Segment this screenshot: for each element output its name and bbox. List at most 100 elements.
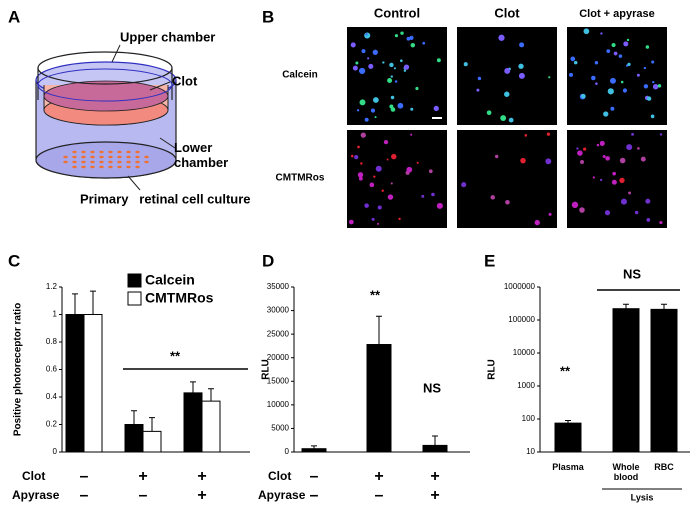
cell-dot (72, 165, 77, 169)
cell (348, 219, 354, 225)
cell (631, 132, 635, 136)
cell (646, 217, 651, 222)
cell (369, 182, 375, 188)
cell (577, 150, 583, 156)
cell (350, 42, 356, 48)
panel-letter: C (8, 251, 20, 270)
panel-letter: D (262, 251, 274, 270)
cell (361, 49, 366, 54)
cell (518, 63, 524, 69)
error-bar (376, 315, 382, 345)
category-box: Plasma (552, 462, 584, 472)
bar (65, 314, 85, 453)
cell (500, 115, 507, 121)
error-bar (72, 293, 78, 315)
cell (364, 117, 369, 122)
cell (612, 171, 617, 176)
bar (83, 314, 103, 453)
cell (394, 80, 398, 83)
bar (301, 448, 327, 453)
panel-letter: A (8, 7, 20, 26)
cell (643, 84, 649, 89)
cell (370, 108, 375, 113)
cell (416, 161, 419, 164)
cell (352, 65, 358, 71)
cell-dot (72, 150, 77, 154)
cell-dot (126, 150, 131, 154)
cell (495, 154, 499, 159)
bar (201, 400, 221, 453)
legend-label: Calcein (145, 272, 195, 288)
cell-dot (117, 165, 122, 169)
row-label: Calcein (282, 70, 318, 81)
cell (622, 88, 628, 93)
cell (645, 198, 651, 204)
annotation: ** (560, 363, 571, 378)
cell (504, 68, 511, 74)
cell (581, 93, 586, 99)
cell (354, 155, 359, 160)
cell (367, 57, 370, 60)
cell (390, 107, 396, 112)
error-bar (661, 303, 667, 310)
bar (650, 308, 678, 453)
legend-swatch (127, 291, 142, 306)
micrograph (347, 27, 447, 125)
cell (463, 62, 468, 67)
cell (398, 217, 401, 221)
cell (377, 222, 380, 225)
cell (634, 210, 639, 215)
cell (626, 144, 633, 151)
cell (650, 114, 655, 119)
cell (573, 60, 578, 65)
error-bar (208, 388, 214, 402)
cell (520, 157, 526, 164)
cell-dot (81, 165, 86, 169)
bar (366, 344, 392, 453)
row-label: CMTMRos (276, 173, 325, 184)
column-label: Control (374, 5, 420, 20)
y-tick-label: 1 (53, 310, 58, 319)
error-bar (131, 410, 137, 425)
cell (433, 105, 439, 112)
cell (490, 195, 495, 200)
cell (583, 28, 590, 35)
cell (359, 67, 366, 75)
cell (659, 133, 663, 136)
y-tick-label: 30000 (267, 306, 290, 315)
cell (611, 43, 616, 48)
condition-sign: + (197, 487, 206, 504)
cell (620, 198, 627, 205)
cell-dot (126, 155, 131, 159)
cell (569, 72, 574, 77)
cell-dot (99, 150, 104, 154)
cell (410, 42, 416, 48)
y-axis-label: Positive photoreceptor ratio (13, 303, 24, 436)
cell (652, 83, 659, 90)
cell (618, 54, 623, 58)
y-tick-label: 15000 (267, 376, 290, 385)
cell (596, 143, 600, 147)
cell (403, 64, 410, 70)
cell (613, 51, 618, 56)
annotation: ** (370, 287, 381, 302)
x-tick-label: Whole blood (612, 462, 640, 482)
cell-dot (72, 160, 77, 164)
cell-dot (108, 150, 113, 154)
cell (603, 111, 609, 117)
group-label: Lysis (631, 492, 654, 502)
y-tick-label: 0.2 (46, 420, 58, 429)
cell (498, 34, 505, 41)
legend-label: CMTMRos (145, 290, 214, 306)
diagram-label-box: Lower chamber (174, 140, 228, 170)
cell (387, 78, 393, 84)
cell (391, 153, 397, 160)
cell (619, 157, 626, 164)
cell (548, 212, 552, 216)
cell (356, 109, 360, 112)
cell (580, 160, 584, 164)
cell (652, 80, 655, 84)
cell (350, 154, 354, 158)
condition-label: Clot (268, 469, 291, 483)
